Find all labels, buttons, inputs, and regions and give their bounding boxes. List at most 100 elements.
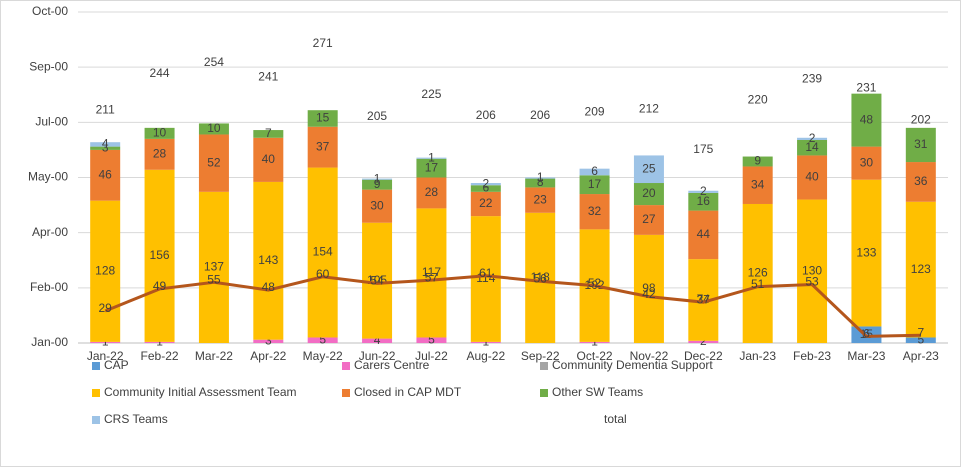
bar-segment	[797, 199, 828, 343]
x-tick-label: Sep-22	[521, 349, 560, 363]
bar-segment	[253, 339, 284, 343]
y-tick-label: Sep-00	[29, 59, 68, 73]
bar-segment	[416, 158, 447, 178]
data-label: 17	[588, 177, 602, 191]
legend-label: Closed in CAP MDT	[354, 385, 462, 399]
data-label: 40	[805, 170, 819, 184]
data-label: 2	[482, 176, 489, 190]
x-tick-label: Mar-23	[847, 349, 885, 363]
bar-segment	[307, 126, 338, 168]
data-label: 30	[370, 198, 384, 212]
bar-segment	[253, 137, 284, 182]
bar-segment	[307, 337, 338, 343]
data-label: 14	[805, 140, 819, 154]
bar-segment	[797, 155, 828, 200]
data-label: 37	[316, 139, 330, 153]
data-label: 28	[153, 147, 167, 161]
x-tick-label: Apr-23	[903, 349, 939, 363]
line-label: 29	[99, 301, 113, 315]
bar-segment	[579, 341, 610, 343]
bar-segment	[470, 216, 501, 342]
data-label: 7	[265, 126, 272, 140]
data-label: 2	[700, 184, 707, 198]
line-label: 54	[370, 274, 384, 288]
bar-segment	[90, 146, 121, 150]
data-label: 10	[207, 121, 221, 135]
legend-label: Carers Centre	[354, 358, 430, 372]
line-label: 55	[207, 272, 221, 286]
bar-segment	[905, 127, 936, 163]
line-label: 7	[917, 325, 924, 339]
data-label: 5	[917, 332, 924, 346]
bar-segment	[525, 187, 556, 213]
legend-label: Community Initial Assessment Team	[104, 385, 297, 399]
total-label: 206	[476, 108, 496, 122]
bar-segment	[742, 156, 773, 167]
bar-segment	[633, 205, 664, 235]
bar-segment	[688, 340, 719, 343]
data-label: 5	[319, 332, 326, 346]
data-label: 34	[751, 177, 765, 191]
bar-segment	[90, 142, 121, 147]
bar-segment	[416, 337, 447, 343]
bar-segment	[470, 341, 501, 343]
data-label: 23	[534, 192, 548, 206]
bar-segment	[905, 162, 936, 202]
bar-segment	[144, 127, 175, 139]
x-tick-label: Jan-22	[87, 349, 124, 363]
data-label: 98	[642, 281, 656, 295]
bar-segment	[307, 167, 338, 338]
total-label: 202	[911, 112, 931, 126]
line-label: 49	[153, 279, 167, 293]
bar-segment	[416, 177, 447, 209]
x-tick-label: Nov-22	[630, 349, 669, 363]
data-label: 3	[265, 334, 272, 348]
bar-segment	[362, 222, 393, 339]
legend-swatch	[540, 362, 548, 370]
data-label: 1	[374, 171, 381, 185]
x-tick-label: Jan-23	[739, 349, 776, 363]
legend-label: CAP	[104, 358, 129, 372]
bar-segment	[851, 146, 882, 180]
data-label: 3	[102, 140, 109, 154]
data-label: 16	[697, 194, 711, 208]
total-label: 175	[693, 142, 713, 156]
bar-segment	[688, 210, 719, 260]
bar-segment	[144, 138, 175, 170]
data-label: 130	[802, 263, 822, 277]
data-label: 46	[99, 167, 113, 181]
legend-label: Community Dementia Support	[552, 358, 713, 372]
line-label: 37	[697, 292, 711, 306]
data-label: 2	[809, 131, 816, 145]
bar-segment	[144, 169, 175, 342]
line-label: 60	[316, 267, 330, 281]
bar-segment	[579, 194, 610, 230]
bar-segment	[253, 181, 284, 340]
data-label: 22	[479, 196, 493, 210]
data-label: 1	[428, 150, 435, 164]
bar-segment	[579, 168, 610, 176]
legend-swatch	[92, 389, 100, 397]
bar-segment	[470, 185, 501, 192]
bar-segment	[90, 341, 121, 343]
bar-segment	[633, 183, 664, 206]
y-tick-label: Jan-00	[31, 335, 68, 349]
x-tick-label: Feb-23	[793, 349, 831, 363]
bar-segment	[90, 149, 121, 201]
total-label: 220	[748, 92, 768, 106]
bar-segment	[416, 208, 447, 338]
bar-segment	[198, 134, 229, 192]
data-label: 10	[153, 126, 167, 140]
data-label: 1	[537, 170, 544, 184]
data-label: 31	[914, 137, 928, 151]
data-label: 48	[860, 112, 874, 126]
legend-swatch	[92, 416, 100, 424]
bar-segment	[198, 191, 229, 343]
legend-label: CRS Teams	[104, 412, 168, 426]
x-tick-label: Aug-22	[466, 349, 505, 363]
data-label: 9	[374, 177, 381, 191]
total-label: 241	[258, 69, 278, 83]
bar-segment	[253, 130, 284, 138]
x-tick-label: Jul-22	[415, 349, 448, 363]
data-label: 36	[914, 174, 928, 188]
